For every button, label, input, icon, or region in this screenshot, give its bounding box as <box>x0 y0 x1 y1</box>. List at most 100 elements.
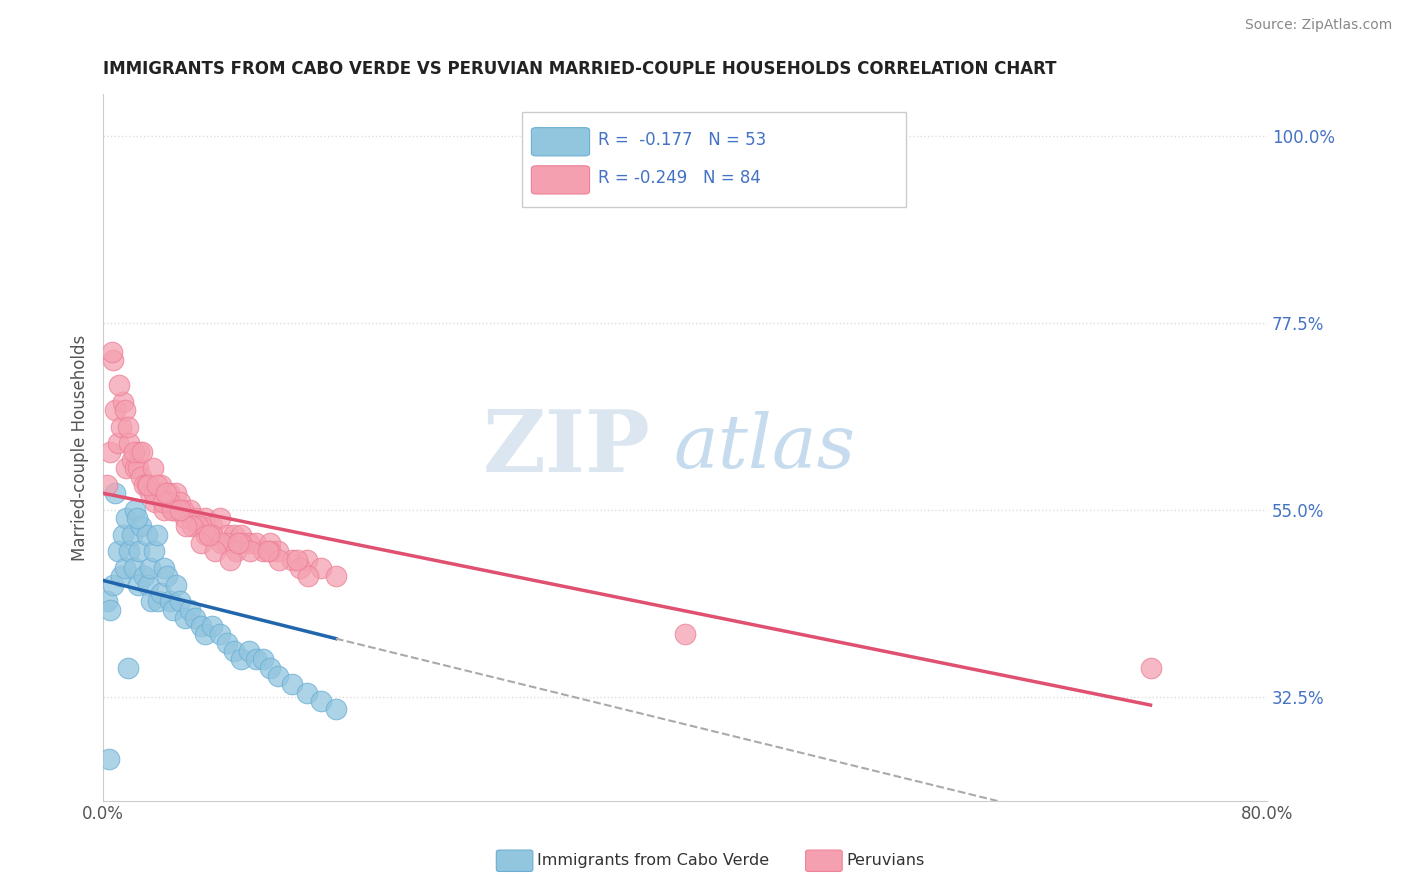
Point <box>190 519 212 533</box>
Point <box>115 511 138 525</box>
Point <box>153 503 176 517</box>
Point <box>184 611 207 625</box>
Point <box>295 685 318 699</box>
Point <box>239 544 262 558</box>
Point <box>295 552 318 566</box>
Point <box>169 503 191 517</box>
Point <box>231 652 253 666</box>
Point <box>132 478 155 492</box>
Point <box>146 528 169 542</box>
Point <box>184 511 207 525</box>
Point <box>118 544 141 558</box>
Point <box>97 752 120 766</box>
Point <box>162 602 184 616</box>
Point <box>128 544 150 558</box>
Point <box>311 694 333 708</box>
Point <box>259 661 281 675</box>
Point <box>162 503 184 517</box>
Point <box>157 494 180 508</box>
Point <box>132 569 155 583</box>
Point <box>135 528 157 542</box>
Point <box>325 702 347 716</box>
Point <box>108 378 131 392</box>
Point <box>100 444 122 458</box>
Text: Immigrants from Cabo Verde: Immigrants from Cabo Verde <box>537 854 769 868</box>
Point <box>114 561 136 575</box>
Text: R =  -0.177   N = 53: R = -0.177 N = 53 <box>598 131 766 149</box>
Point <box>148 594 170 608</box>
Point <box>115 461 138 475</box>
Point <box>136 478 159 492</box>
Point <box>267 669 290 683</box>
Point <box>107 436 129 450</box>
Point <box>238 644 260 658</box>
Point <box>143 544 166 558</box>
Point <box>225 544 247 558</box>
Point <box>311 561 333 575</box>
Point <box>288 561 311 575</box>
Point <box>145 494 167 508</box>
Point <box>104 486 127 500</box>
Point <box>129 519 152 533</box>
Point <box>245 652 267 666</box>
Point <box>231 536 253 550</box>
Point <box>124 503 146 517</box>
Point <box>148 486 170 500</box>
Point <box>1139 661 1161 675</box>
Point <box>215 528 238 542</box>
Point <box>259 536 281 550</box>
Text: R = -0.249   N = 84: R = -0.249 N = 84 <box>598 169 761 187</box>
Point <box>112 528 135 542</box>
Point <box>281 677 304 691</box>
Point <box>118 436 141 450</box>
Point <box>110 419 132 434</box>
Point <box>267 544 290 558</box>
Point <box>252 652 274 666</box>
Point <box>238 536 260 550</box>
Text: Peruvians: Peruvians <box>846 854 925 868</box>
Point <box>114 403 136 417</box>
Y-axis label: Married-couple Households: Married-couple Households <box>72 334 89 561</box>
Point <box>231 528 253 542</box>
Point <box>201 528 224 542</box>
Point <box>127 461 149 475</box>
Point <box>201 519 224 533</box>
Point <box>215 536 238 550</box>
Point <box>169 494 191 508</box>
Point <box>172 503 194 517</box>
Point <box>103 353 125 368</box>
FancyBboxPatch shape <box>531 128 589 156</box>
Point <box>209 536 232 550</box>
Point <box>673 627 696 641</box>
Point <box>325 569 347 583</box>
Point <box>107 544 129 558</box>
Point <box>136 577 159 591</box>
Point <box>143 486 166 500</box>
Point <box>117 419 139 434</box>
Point <box>208 511 231 525</box>
Point <box>218 552 240 566</box>
Point <box>194 511 217 525</box>
Point <box>122 444 145 458</box>
Point <box>198 528 221 542</box>
Point <box>179 503 201 517</box>
Point <box>124 461 146 475</box>
Point <box>160 503 183 517</box>
Point <box>155 486 177 500</box>
Point <box>190 536 212 550</box>
Point <box>122 561 145 575</box>
Point <box>138 486 160 500</box>
Point <box>100 602 122 616</box>
Text: Source: ZipAtlas.com: Source: ZipAtlas.com <box>1244 18 1392 32</box>
Point <box>112 394 135 409</box>
Point <box>252 544 274 558</box>
Point <box>281 552 304 566</box>
Text: ZIP: ZIP <box>482 406 650 490</box>
FancyBboxPatch shape <box>522 112 905 208</box>
Point <box>157 486 180 500</box>
Point <box>174 519 197 533</box>
Point <box>297 569 319 583</box>
Point <box>173 611 195 625</box>
Point <box>201 619 224 633</box>
Point <box>159 594 181 608</box>
